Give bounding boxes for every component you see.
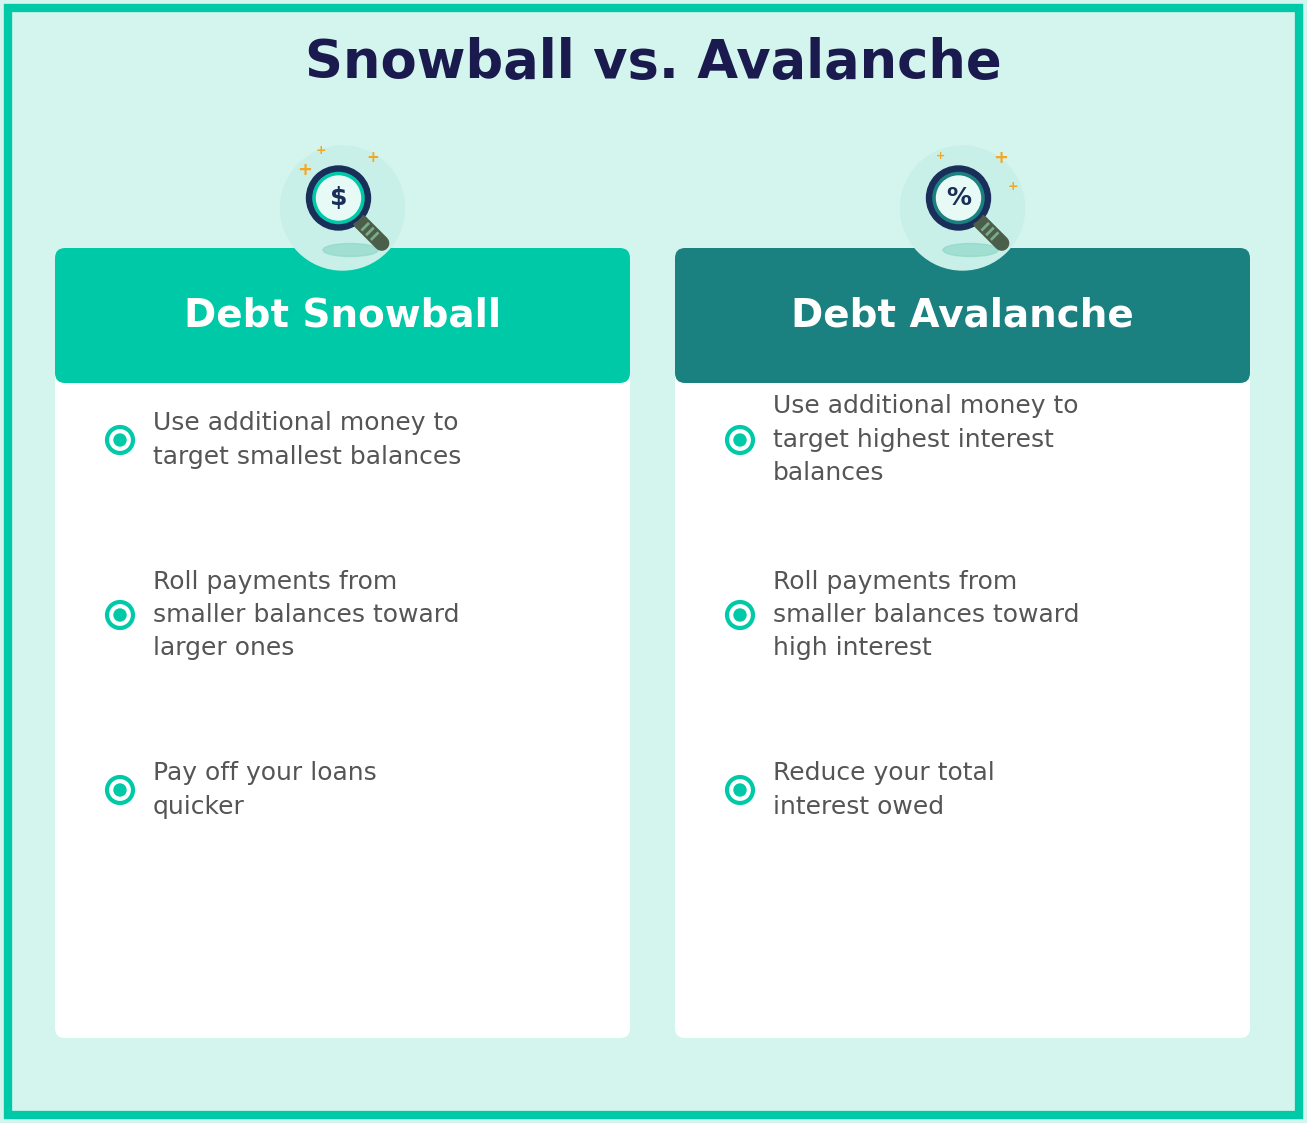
Circle shape xyxy=(114,784,125,796)
Circle shape xyxy=(931,170,987,226)
Ellipse shape xyxy=(942,244,999,256)
Text: +: + xyxy=(993,149,1008,167)
Text: Reduce your total
interest owed: Reduce your total interest owed xyxy=(772,761,995,819)
Text: Pay off your loans
quicker: Pay off your loans quicker xyxy=(153,761,376,819)
Text: +: + xyxy=(1008,180,1018,192)
FancyBboxPatch shape xyxy=(685,316,1240,373)
Text: Roll payments from
smaller balances toward
high interest: Roll payments from smaller balances towa… xyxy=(772,569,1080,660)
FancyBboxPatch shape xyxy=(55,248,630,383)
Text: +: + xyxy=(366,150,379,165)
Text: $: $ xyxy=(329,186,348,210)
FancyBboxPatch shape xyxy=(65,316,620,373)
Text: Use additional money to
target smallest balances: Use additional money to target smallest … xyxy=(153,411,461,468)
Ellipse shape xyxy=(323,244,378,256)
FancyBboxPatch shape xyxy=(55,248,630,1038)
Text: Snowball vs. Avalanche: Snowball vs. Avalanche xyxy=(305,37,1001,89)
Text: +: + xyxy=(315,144,325,156)
Circle shape xyxy=(311,170,366,226)
Circle shape xyxy=(927,166,991,230)
Circle shape xyxy=(316,176,361,220)
Text: Use additional money to
target highest interest
balances: Use additional money to target highest i… xyxy=(772,394,1078,485)
Circle shape xyxy=(735,784,746,796)
Text: +: + xyxy=(936,150,945,161)
Text: Debt Snowball: Debt Snowball xyxy=(184,296,501,335)
Circle shape xyxy=(307,166,370,230)
Text: +: + xyxy=(297,161,312,179)
FancyBboxPatch shape xyxy=(674,248,1249,383)
Circle shape xyxy=(901,146,1025,270)
FancyBboxPatch shape xyxy=(674,248,1249,1038)
Circle shape xyxy=(114,609,125,621)
Circle shape xyxy=(114,433,125,446)
Circle shape xyxy=(281,146,404,270)
Circle shape xyxy=(937,176,980,220)
Text: Roll payments from
smaller balances toward
larger ones: Roll payments from smaller balances towa… xyxy=(153,569,460,660)
Circle shape xyxy=(735,433,746,446)
Text: %: % xyxy=(946,186,971,210)
Circle shape xyxy=(735,609,746,621)
Text: Debt Avalanche: Debt Avalanche xyxy=(791,296,1134,335)
